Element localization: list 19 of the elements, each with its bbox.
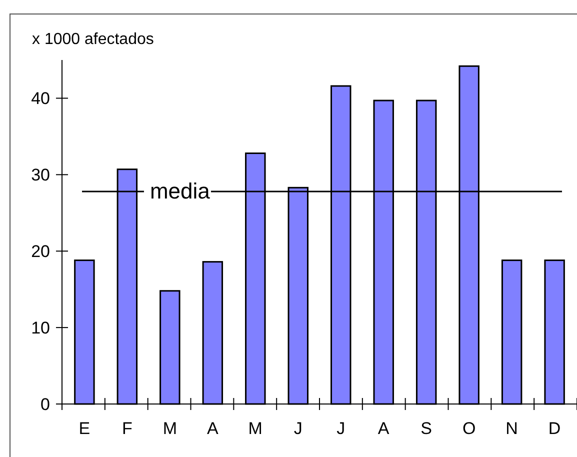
x-tick-label: D — [548, 419, 561, 438]
x-tick-label: A — [378, 419, 390, 438]
y-tick-label: 20 — [31, 242, 50, 262]
y-axis-title: x 1000 afectados — [32, 31, 154, 48]
x-tick-label: S — [420, 419, 432, 438]
x-tick-label: J — [294, 419, 302, 438]
x-tick-label: F — [122, 419, 132, 438]
y-tick-label: 40 — [31, 89, 50, 108]
x-tick-label: M — [248, 419, 262, 438]
y-tick-label: 0 — [40, 394, 50, 414]
y-tick-label: 10 — [31, 318, 50, 338]
x-tick-label: O — [462, 419, 476, 438]
ref-line-label: media — [150, 178, 211, 204]
x-tick-label: M — [162, 419, 177, 438]
x-tick-label: N — [506, 419, 518, 438]
x-tick-label: J — [336, 419, 346, 438]
x-tick-label: A — [206, 419, 219, 438]
x-tick-label: E — [78, 419, 90, 438]
y-tick-label: 30 — [31, 166, 50, 185]
